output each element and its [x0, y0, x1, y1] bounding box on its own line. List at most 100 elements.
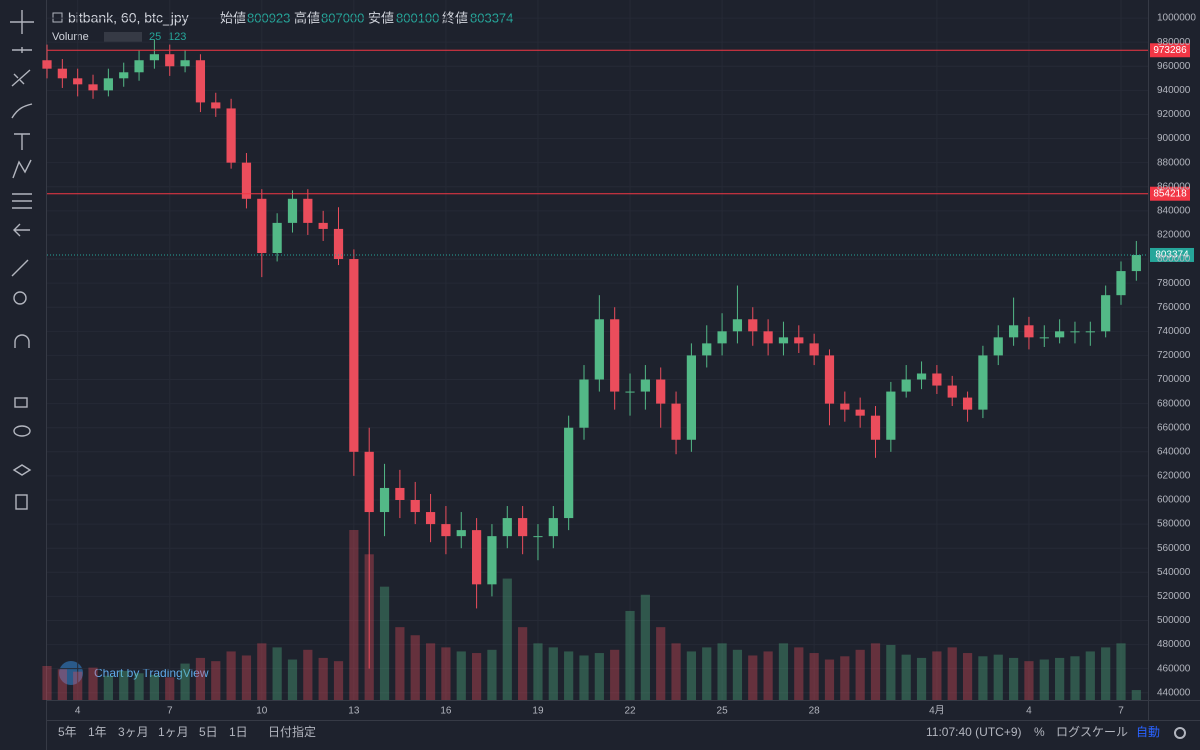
volume-bar [809, 653, 819, 700]
volume-length: 25 [149, 31, 161, 43]
volume-bar [1070, 656, 1080, 700]
candle-body [548, 518, 558, 537]
x-tick-label: 7 [1118, 706, 1124, 717]
fib-tool[interactable] [11, 69, 31, 87]
volume-bar [241, 655, 252, 700]
brush-tool[interactable] [11, 103, 33, 119]
x-tick-label: 10 [256, 706, 268, 717]
candle-body [349, 259, 359, 452]
bottom-bar: 日付指定 11:07:40 (UTC+9) % ログスケール 自動 [268, 724, 1186, 739]
crosshair-tool[interactable] [10, 10, 34, 34]
volume-bar [993, 654, 1003, 700]
candle-body [257, 198, 267, 254]
candle-body [303, 198, 313, 223]
date-range-button[interactable]: 日付指定 [268, 724, 316, 739]
volume-bar [840, 656, 850, 700]
settings-button[interactable] [1174, 727, 1186, 739]
range-button[interactable]: 1ヶ月 [158, 725, 189, 739]
zoom-tool[interactable] [13, 291, 27, 305]
clock: 11:07:40 (UTC+9) [926, 725, 1022, 739]
visibility-tool[interactable] [13, 425, 31, 437]
candle-body [119, 72, 129, 79]
watermark-text[interactable]: Chart by TradingView [94, 666, 209, 680]
candle-body [180, 60, 190, 67]
candle-body [395, 487, 405, 500]
y-tick-label: 580000 [1157, 519, 1191, 530]
volume-bar [349, 530, 359, 700]
layers-tool[interactable] [12, 464, 32, 476]
candle-body [487, 536, 497, 585]
candle-body [518, 518, 528, 537]
volume-bar [824, 659, 835, 700]
candle-body [886, 391, 896, 440]
y-tick-label: 820000 [1157, 230, 1191, 241]
log-toggle[interactable]: ログスケール [1056, 725, 1128, 739]
volume-bar [318, 657, 328, 700]
candle-body [686, 355, 697, 440]
volume-bar [287, 659, 298, 700]
price-badge-label: 854218 [1153, 188, 1187, 199]
percent-toggle[interactable]: % [1034, 725, 1045, 739]
candle-body [165, 54, 175, 67]
y-tick-label: 720000 [1157, 350, 1191, 361]
delete-tool[interactable] [15, 494, 28, 510]
y-tick-label: 860000 [1157, 181, 1191, 192]
candle-body [656, 379, 666, 404]
watermark: Chart by TradingView [59, 661, 209, 685]
collapse-button[interactable] [52, 12, 63, 23]
candle-body [610, 319, 620, 392]
range-button[interactable]: 3ヶ月 [118, 725, 149, 739]
candle-body [564, 427, 574, 519]
volume-bar [640, 594, 650, 700]
prediction-tool[interactable] [12, 193, 32, 209]
candle-body [149, 54, 160, 61]
volume-bar [487, 649, 497, 700]
volume-bar [886, 644, 896, 700]
range-button[interactable]: 5日 [199, 725, 218, 739]
y-tick-label: 940000 [1157, 85, 1191, 96]
volume-bar [257, 643, 267, 700]
y-tick-label: 800000 [1157, 254, 1191, 265]
candle-body [625, 391, 635, 393]
lock-tool[interactable] [14, 397, 28, 408]
candle-body [962, 397, 973, 410]
volume-label[interactable]: Volume [52, 31, 89, 43]
y-tick-label: 760000 [1157, 302, 1191, 313]
candle-body [1024, 325, 1034, 338]
back-tool[interactable] [13, 223, 30, 237]
volume-controls[interactable] [104, 32, 142, 42]
last-price-label: 803374 [1155, 250, 1189, 261]
candle-body [1070, 331, 1080, 333]
volume-bar [395, 627, 405, 700]
candle-body [103, 78, 113, 91]
volume-bar [564, 651, 574, 700]
volume-bar [333, 661, 344, 700]
volume-bar [947, 647, 957, 700]
volume-bar [57, 669, 67, 700]
volume-bar [103, 675, 113, 700]
watermark-logo [59, 661, 83, 685]
price-badge [1150, 186, 1190, 201]
candle-body [42, 60, 52, 69]
candle-body [778, 337, 789, 344]
pattern-tool[interactable] [12, 159, 32, 179]
volume-value: 123 [168, 31, 186, 43]
range-button[interactable]: 5年 [58, 725, 77, 739]
price-badge [1150, 43, 1190, 58]
measure-tool[interactable] [11, 259, 29, 277]
auto-toggle[interactable]: 自動 [1136, 725, 1160, 739]
candle-body [57, 68, 67, 79]
toolbar [0, 0, 46, 750]
text-tool[interactable] [14, 133, 30, 150]
magnet-tool[interactable] [14, 334, 30, 348]
volume-bar [962, 653, 973, 700]
line-tool[interactable] [12, 47, 32, 53]
candle-body [748, 319, 758, 332]
candle-body [379, 487, 390, 513]
x-tick-label: 28 [809, 706, 821, 717]
range-button[interactable]: 1日 [229, 725, 248, 739]
range-button[interactable]: 1年 [88, 725, 107, 739]
plot: 973286 854218 803374 [42, 0, 1194, 700]
volume-bar [671, 643, 681, 700]
